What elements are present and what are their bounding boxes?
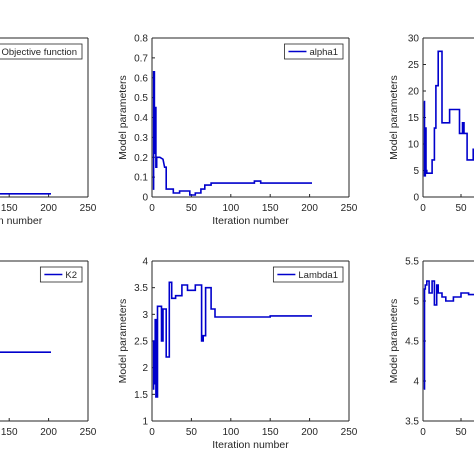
x-tick-label: 0 <box>420 427 426 438</box>
y-tick-label: 0.2 <box>134 153 148 164</box>
axes-frame <box>0 260 89 422</box>
chart-panel-2: 0 50 100 150 200 250 0 0.1 0.2 0.3 0.4 0.5 0.6 0.7 0.8… <box>117 34 358 228</box>
y-tick-label: 2.5 <box>134 337 148 348</box>
y-tick-label: 25 <box>408 60 420 71</box>
chart-panel-1: 150 200 250 Iteration number Objective funct… <box>0 37 97 227</box>
y-axis-label: Model parameters <box>388 75 400 160</box>
x-tick-label: 200 <box>40 203 57 214</box>
y-tick-label: 0.4 <box>134 113 148 124</box>
x-axis-label: Iteration number <box>0 215 43 227</box>
axes-frame <box>422 260 474 422</box>
y-tick-label: 0 <box>413 193 419 204</box>
y-axis-label: Model parameters <box>117 75 129 160</box>
y-tick-label: 5 <box>413 166 419 177</box>
x-tick-label: 150 <box>1 427 18 438</box>
y-tick-label: 0.1 <box>134 173 148 184</box>
y-tick-label: 0.7 <box>134 53 148 64</box>
series-line-series <box>423 280 474 390</box>
x-tick-label: 0 <box>149 203 155 214</box>
x-tick-label: 100 <box>222 203 239 214</box>
x-tick-label: 50 <box>186 203 198 214</box>
x-tick-label: 200 <box>301 203 318 214</box>
chart-panel-5: 0 50 100 150 200 250 1 1.5 2 2.5 3 3.5 4 Iteration nu… <box>117 257 358 452</box>
y-tick-label: 4.5 <box>405 337 419 348</box>
y-tick-label: 1.5 <box>134 390 148 401</box>
series-line-series <box>423 50 474 177</box>
y-tick-label: 30 <box>408 34 420 45</box>
x-tick-label: 0 <box>149 427 155 438</box>
legend-label: Objective function <box>1 47 77 58</box>
x-tick-label: 250 <box>341 427 358 438</box>
series-line-alpha1 <box>152 71 312 196</box>
y-tick-label: 0.3 <box>134 133 148 144</box>
legend: Objective function <box>0 43 83 60</box>
y-tick-label: 0.6 <box>134 73 148 84</box>
y-tick-label: 0.5 <box>134 93 148 104</box>
y-tick-label: 3.5 <box>134 283 148 294</box>
x-tick-label: 50 <box>186 427 198 438</box>
x-tick-label: 250 <box>80 427 97 438</box>
y-tick-label: 1 <box>142 417 148 428</box>
legend: K2 <box>39 266 83 283</box>
y-tick-label: 0.8 <box>134 34 148 45</box>
x-tick-label: 100 <box>222 427 239 438</box>
chart-panel-4: 150 200 250 K2 <box>0 260 97 438</box>
y-tick-label: 20 <box>408 87 420 98</box>
x-tick-label: 150 <box>262 427 279 438</box>
y-axis-label: Model parameters <box>117 299 129 384</box>
legend-label: K2 <box>65 270 77 281</box>
y-tick-label: 15 <box>408 113 420 124</box>
y-tick-label: 5.5 <box>405 257 419 268</box>
axes-frame <box>0 37 89 198</box>
y-tick-label: 4 <box>413 377 419 388</box>
axes-frame <box>151 37 350 198</box>
x-tick-label: 150 <box>1 203 18 214</box>
legend-label: Lambda1 <box>298 270 338 281</box>
x-tick-label: 50 <box>455 427 467 438</box>
legend: Lambda1 <box>272 266 344 283</box>
y-tick-label: 3.5 <box>405 417 419 428</box>
y-tick-label: 2 <box>142 363 148 374</box>
x-tick-label: 250 <box>341 203 358 214</box>
chart-panel-6: 0 50 3.5 4 4.5 5 5.5 Model parameters <box>388 257 474 438</box>
x-tick-label: 250 <box>80 203 97 214</box>
y-axis-label: Model parameters <box>388 299 400 384</box>
y-tick-label: 4 <box>142 257 148 268</box>
x-tick-label: 0 <box>420 203 426 214</box>
x-tick-label: 150 <box>262 203 279 214</box>
x-tick-label: 50 <box>455 203 467 214</box>
series-line-Lambda1 <box>152 281 312 398</box>
y-tick-label: 5 <box>413 297 419 308</box>
x-tick-label: 200 <box>301 427 318 438</box>
x-tick-label: 200 <box>40 427 57 438</box>
y-tick-label: 0 <box>142 193 148 204</box>
y-tick-label: 10 <box>408 140 420 151</box>
legend: alpha1 <box>284 43 344 60</box>
chart-panel-3: 0 50 0 5 10 15 20 25 30 Model parameters <box>388 34 474 214</box>
y-tick-label: 3 <box>142 310 148 321</box>
x-axis-label: Iteration number <box>212 439 289 451</box>
legend-label: alpha1 <box>309 47 338 58</box>
x-axis-label: Iteration number <box>212 215 289 227</box>
